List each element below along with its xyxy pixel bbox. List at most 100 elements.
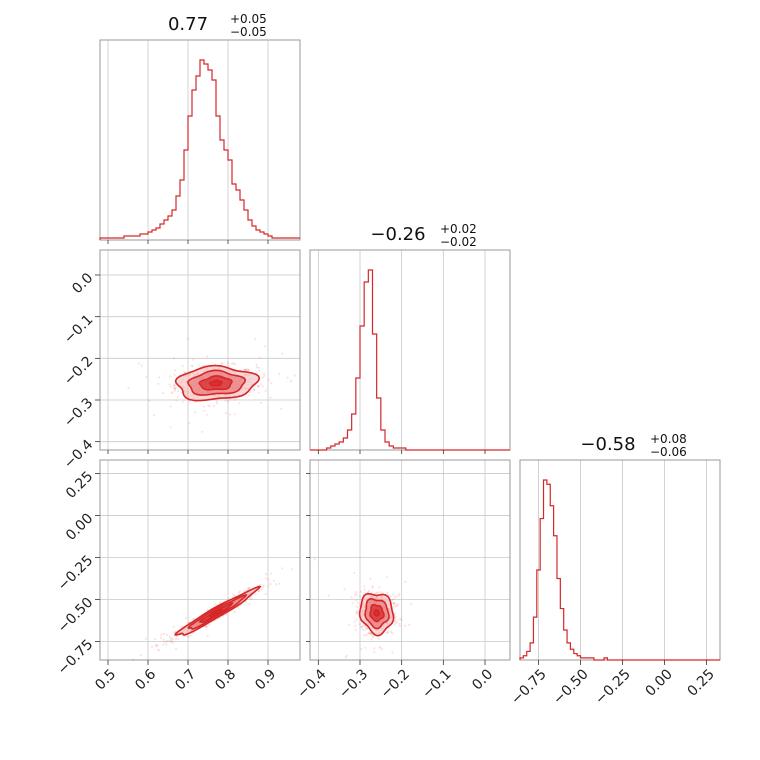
sample-point	[392, 601, 395, 604]
sample-point	[381, 648, 384, 651]
sample-point	[246, 588, 250, 591]
contour-level-3	[373, 609, 381, 617]
sample-point	[175, 635, 178, 638]
sample-point	[243, 368, 246, 371]
x-tick-label-2-1: −0.50	[550, 666, 592, 708]
sample-point	[400, 618, 403, 622]
sample-point	[397, 602, 400, 606]
sample-point	[228, 413, 232, 416]
sample-point	[170, 637, 173, 640]
sample-point	[388, 627, 391, 630]
panel-2-1	[309, 459, 511, 661]
sample-point	[392, 598, 395, 601]
sample-point	[212, 404, 215, 408]
param-title-value: 0.77	[168, 14, 208, 35]
param-title-minus-0: −0.05	[230, 25, 267, 39]
sample-point	[394, 621, 397, 624]
x-tick-label-0-1: 0.6	[132, 666, 159, 693]
sample-point	[157, 648, 160, 651]
sample-point	[176, 637, 179, 641]
sample-point	[279, 407, 283, 410]
sample-point	[394, 612, 397, 615]
sample-point	[355, 611, 358, 614]
sample-point	[248, 602, 251, 606]
sample-point	[144, 637, 147, 641]
panel-frame	[309, 459, 511, 661]
param-title-value: −0.26	[370, 224, 425, 245]
histogram-1	[310, 269, 510, 451]
sample-point	[261, 385, 265, 388]
sample-point	[227, 400, 230, 403]
sample-point	[408, 623, 411, 627]
sample-point	[393, 602, 396, 605]
sample-point	[184, 371, 187, 374]
sample-point	[214, 603, 217, 606]
sample-point	[244, 368, 247, 371]
sample-point	[363, 588, 366, 591]
sample-point	[367, 632, 370, 635]
sample-point	[167, 639, 170, 643]
sample-point	[350, 596, 353, 599]
y-tick-label-2-1: −0.50	[55, 595, 97, 637]
panel-frame	[99, 459, 301, 661]
sample-point	[204, 625, 207, 628]
histogram-0	[99, 59, 300, 240]
sample-point	[365, 633, 368, 637]
x-tick-label-1-0: −0.4	[294, 666, 329, 701]
sample-point	[171, 638, 174, 641]
sample-point	[163, 641, 166, 644]
sample-point	[190, 364, 193, 367]
sample-point	[191, 618, 194, 621]
sample-point	[358, 623, 361, 626]
sample-point	[371, 586, 374, 589]
sample-point	[181, 625, 184, 628]
sample-point	[281, 352, 284, 355]
sample-point	[369, 577, 372, 580]
sample-point	[410, 603, 413, 606]
sample-point	[370, 591, 373, 594]
sample-point	[173, 383, 176, 386]
sample-point	[369, 632, 372, 635]
sample-point	[378, 637, 381, 640]
sample-point	[354, 629, 357, 632]
histogram-2	[519, 479, 720, 661]
sample-point	[185, 616, 188, 620]
sample-point	[379, 646, 382, 649]
sample-point	[375, 592, 378, 595]
sample-point	[363, 634, 366, 637]
sample-point	[364, 627, 367, 630]
sample-point	[257, 590, 261, 593]
y-tick-label-2-4: 0.25	[63, 468, 96, 501]
sample-point	[367, 590, 370, 593]
sample-point	[270, 382, 273, 385]
sample-point	[187, 337, 190, 340]
sample-point	[353, 571, 356, 575]
sample-point	[390, 599, 394, 602]
sample-point	[248, 586, 251, 590]
y-tick-label-1-4: 0.0	[69, 270, 96, 297]
sample-point	[344, 656, 347, 659]
sample-point	[386, 632, 389, 635]
sample-point	[257, 590, 260, 593]
sample-point	[208, 623, 211, 627]
sample-point	[203, 409, 206, 412]
sample-point	[183, 371, 186, 374]
sample-point	[148, 399, 151, 402]
sample-point	[187, 635, 190, 638]
sample-point	[393, 602, 396, 605]
sample-point	[371, 585, 374, 588]
sample-point	[187, 621, 190, 624]
sample-point	[173, 373, 176, 376]
sample-point	[169, 639, 172, 642]
sample-point	[127, 387, 130, 390]
sample-point	[356, 609, 359, 612]
sample-point	[291, 568, 294, 571]
sample-point	[286, 376, 289, 379]
sample-point	[244, 369, 248, 372]
sample-point	[356, 611, 359, 614]
sample-point	[257, 385, 260, 388]
sample-point	[233, 594, 237, 598]
sample-point	[174, 384, 177, 387]
sample-point	[278, 582, 281, 585]
